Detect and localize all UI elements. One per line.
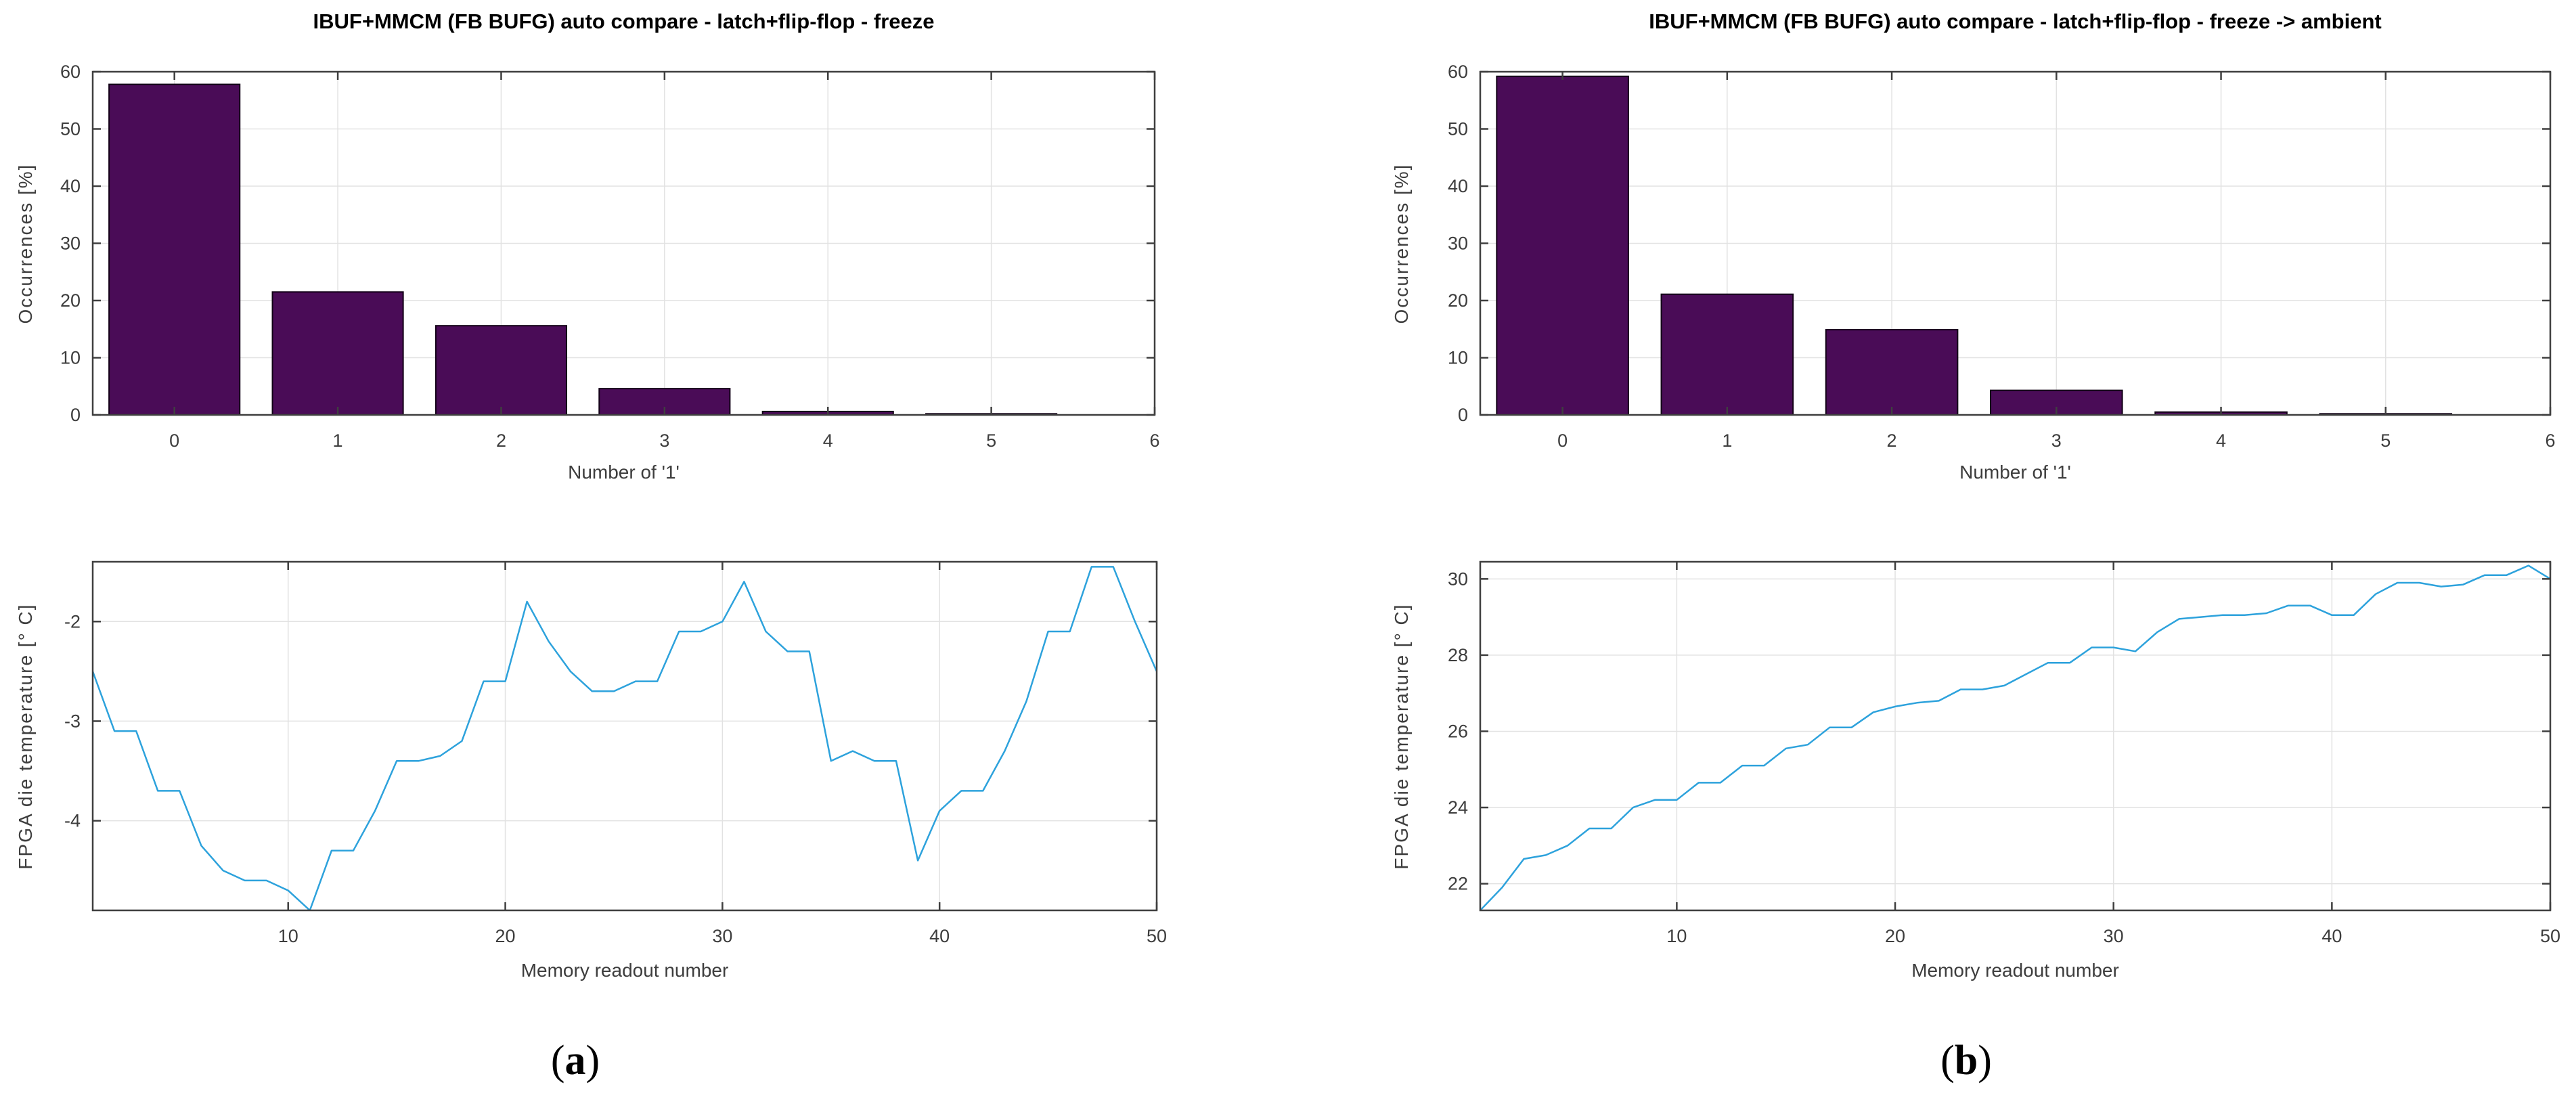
y-tick-label: 40 bbox=[1448, 176, 1468, 196]
x-tick-label: 1 bbox=[333, 430, 343, 451]
x-axis-label: Number of '1' bbox=[1959, 462, 2071, 483]
x-axis-label: Number of '1' bbox=[568, 462, 680, 483]
caption-open-paren: ( bbox=[1940, 1038, 1955, 1084]
temperature-line bbox=[93, 566, 1158, 910]
x-tick-label: 5 bbox=[2380, 430, 2391, 451]
temperature-freeze-chart: 10 20 30 40 50 -4 -3 -2 Memory readout number F… bbox=[0, 521, 1288, 988]
histogram-freeze-chart: IBUF+MMCM (FB BUFG) auto compare - latch… bbox=[0, 0, 1288, 521]
y-tick-label: 10 bbox=[60, 348, 81, 368]
x-tick-label: 2 bbox=[1887, 430, 1897, 451]
x-tick-label: 1 bbox=[1722, 430, 1732, 451]
x-tick-label: 3 bbox=[2051, 430, 2062, 451]
x-tick-label: 6 bbox=[2545, 430, 2555, 451]
plot-frame bbox=[91, 560, 1158, 912]
y-tick-label: 20 bbox=[60, 290, 81, 311]
y-axis-label: Occurrences [%] bbox=[15, 163, 36, 324]
subfigure-label-a: (a) bbox=[501, 1037, 650, 1085]
y-tick-label: 50 bbox=[1448, 119, 1468, 139]
chart-title: IBUF+MMCM (FB BUFG) auto compare - latch… bbox=[313, 9, 935, 33]
y-tick-label: 30 bbox=[60, 234, 81, 254]
x-tick-label: 4 bbox=[2216, 430, 2226, 451]
x-tick-label: 30 bbox=[712, 926, 732, 946]
plot-background bbox=[1480, 562, 2550, 910]
x-tick-label: 20 bbox=[1885, 926, 1905, 946]
x-tick-label: 40 bbox=[2322, 926, 2342, 946]
y-tick-label: -3 bbox=[64, 711, 81, 731]
temperature-freeze-ambient-chart: 10 20 30 40 50 22 24 26 28 30 Memory readout numb… bbox=[1288, 521, 2576, 988]
y-tick-label: 0 bbox=[1458, 405, 1468, 425]
x-tick-label: 6 bbox=[1149, 430, 1159, 451]
x-tick-label: 50 bbox=[1147, 926, 1167, 946]
y-tick-label: 60 bbox=[60, 62, 81, 82]
y-tick-label: 0 bbox=[70, 405, 81, 425]
caption-letter: a bbox=[564, 1038, 586, 1084]
y-tick-label: 50 bbox=[60, 119, 81, 139]
y-tick-label: 30 bbox=[1448, 234, 1468, 254]
x-tick-label: 0 bbox=[1557, 430, 1568, 451]
y-tick-label: 24 bbox=[1448, 797, 1468, 818]
x-tick-label: 10 bbox=[1666, 926, 1687, 946]
subfigure-label-b: (b) bbox=[1892, 1037, 2041, 1085]
y-tick-label: 22 bbox=[1448, 874, 1468, 894]
histogram-bar bbox=[1496, 75, 1629, 416]
y-axis-label: Occurrences [%] bbox=[1391, 163, 1412, 324]
histogram-bar bbox=[271, 291, 404, 416]
x-tick-label: 5 bbox=[986, 430, 996, 451]
y-tick-label: -2 bbox=[64, 611, 81, 631]
temperature-freeze-plot: 10 20 30 40 50 -4 -3 -2 bbox=[64, 560, 1167, 946]
temperature-line bbox=[1480, 564, 2551, 910]
caption-open-paren: ( bbox=[550, 1038, 565, 1084]
x-tick-label: 10 bbox=[278, 926, 298, 946]
x-tick-label: 20 bbox=[495, 926, 516, 946]
x-tick-label: 3 bbox=[659, 430, 669, 451]
y-tick-label: 10 bbox=[1448, 348, 1468, 368]
x-tick-label: 2 bbox=[496, 430, 506, 451]
temperature-freeze-ambient-plot: 10 20 30 40 50 22 24 26 28 30 bbox=[1448, 560, 2560, 946]
x-axis-label: Memory readout number bbox=[520, 960, 729, 981]
histogram-bar bbox=[435, 325, 568, 416]
x-tick-label: 40 bbox=[929, 926, 950, 946]
y-tick-label: 30 bbox=[1448, 569, 1468, 589]
x-tick-label: 4 bbox=[823, 430, 833, 451]
caption-close-paren: ) bbox=[1978, 1038, 1992, 1084]
histogram-bar bbox=[1660, 293, 1794, 416]
x-tick-label: 0 bbox=[169, 430, 179, 451]
y-tick-label: 20 bbox=[1448, 290, 1468, 311]
y-tick-label: 60 bbox=[1448, 62, 1468, 82]
histogram-bar bbox=[108, 83, 241, 416]
chart-title: IBUF+MMCM (FB BUFG) auto compare - latch… bbox=[1649, 9, 2382, 33]
y-axis-label: FPGA die temperature [° C] bbox=[15, 602, 36, 870]
caption-close-paren: ) bbox=[585, 1038, 600, 1084]
x-axis-label: Memory readout number bbox=[1911, 960, 2119, 981]
y-tick-label: 26 bbox=[1448, 721, 1468, 741]
y-tick-label: 40 bbox=[60, 176, 81, 196]
y-tick-label: -4 bbox=[64, 811, 81, 831]
histogram-bar bbox=[1825, 329, 1959, 416]
x-tick-label: 30 bbox=[2104, 926, 2124, 946]
y-axis-label: FPGA die temperature [° C] bbox=[1391, 602, 1412, 870]
caption-letter: b bbox=[1954, 1038, 1978, 1084]
x-tick-label: 50 bbox=[2540, 926, 2560, 946]
histogram-freeze-ambient-chart: IBUF+MMCM (FB BUFG) auto compare - latch… bbox=[1288, 0, 2576, 521]
plot-background bbox=[93, 562, 1157, 910]
plot-frame bbox=[1479, 560, 2552, 912]
y-tick-label: 28 bbox=[1448, 645, 1468, 665]
